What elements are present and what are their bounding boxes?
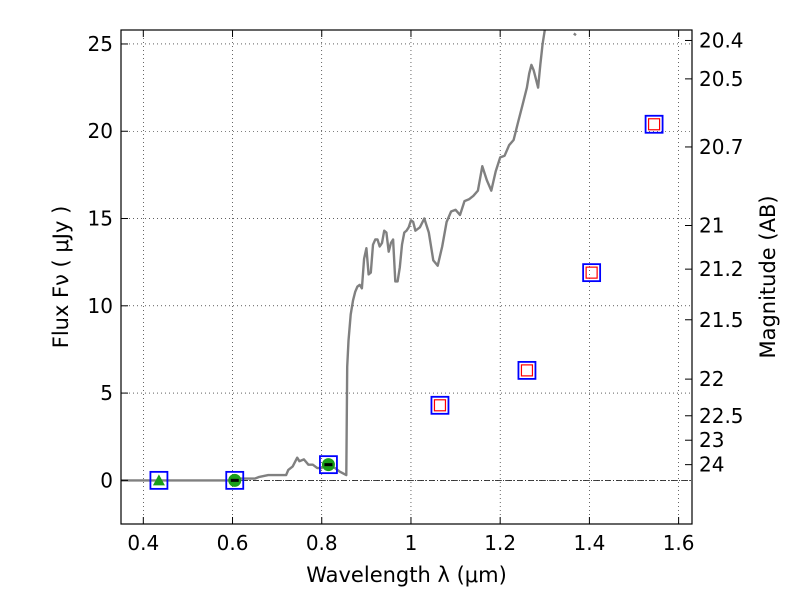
x-tick-label: 0.8	[306, 531, 338, 555]
x-tick-label: 1.2	[484, 531, 516, 555]
model-spectrum-line	[121, 30, 547, 482]
y-axis-left: 0 5 10 15 20 25	[88, 32, 128, 492]
model-photometry-point	[647, 118, 661, 131]
x-tick-label: 0.4	[127, 531, 159, 555]
observed-photometry-point	[430, 395, 450, 415]
y-tick-label: 10	[88, 294, 113, 318]
x-axis: 0.4 0.6 0.8 1 1.2 1.4 1.6	[127, 30, 695, 555]
observed-photometry-point	[517, 360, 537, 380]
plot-area	[121, 30, 664, 490]
y-tick-label: 15	[88, 207, 113, 231]
x-tick-label: 1.4	[573, 531, 605, 555]
y2-tick-label: 20.4	[699, 28, 744, 52]
detections-circle-errorbar	[230, 478, 239, 482]
detections-circle-errorbar	[324, 463, 333, 467]
y-axis-label: Flux Fν ( μJy )	[49, 206, 73, 349]
x-tick-label: 1	[405, 531, 418, 555]
observed-photometry-point	[225, 470, 245, 490]
observed-photometry-point	[582, 263, 602, 283]
y-tick-label: 5	[100, 381, 113, 405]
y-tick-label: 20	[88, 119, 113, 143]
y2-tick-label: 22.5	[699, 404, 744, 428]
y2-tick-label: 23	[699, 428, 724, 452]
x-axis-label: Wavelength λ (μm)	[306, 563, 507, 587]
x-tick-label: 1.6	[663, 531, 695, 555]
model-photometry-point	[585, 266, 598, 279]
y2-tick-label: 24	[699, 453, 724, 477]
y2-tick-label: 22	[699, 367, 724, 391]
grid	[121, 30, 692, 524]
y2-tick-label: 21.5	[699, 308, 744, 332]
y-tick-label: 0	[100, 468, 113, 492]
series-layer	[121, 30, 664, 490]
y2-tick-label: 20.5	[699, 67, 744, 91]
observed-photometry-point	[319, 455, 338, 475]
y-tick-label: 25	[88, 32, 113, 56]
x-tick-label: 0.6	[217, 531, 249, 555]
plot-frame	[120, 29, 693, 525]
y2-tick-label: 20.7	[699, 135, 744, 159]
observed-photometry-point	[644, 114, 664, 134]
model-photometry-point	[520, 364, 534, 377]
model-photometry-point	[433, 399, 447, 412]
y2-tick-label: 21	[699, 214, 724, 238]
spectrum-fragment-line	[573, 32, 577, 37]
y2-tick-label: 21.2	[699, 257, 744, 281]
observed-photometry-point	[149, 470, 169, 490]
y2-axis-label: Magnitude (AB)	[756, 195, 780, 358]
upper-limit-triangle-point	[152, 474, 165, 486]
